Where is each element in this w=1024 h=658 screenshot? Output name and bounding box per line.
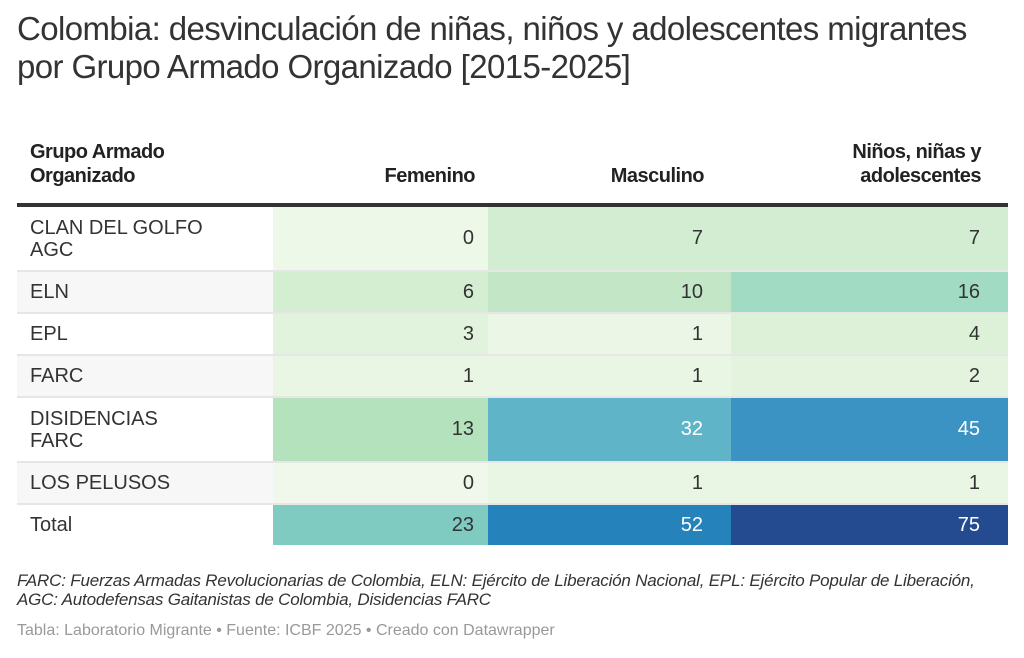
table-cell: 52 [488,505,731,545]
table-cell: 6 [273,272,488,312]
table-row: DISIDENCIAS FARC 13 32 45 [17,398,1008,463]
table-cell: 16 [731,272,1008,312]
header-grupo[interactable]: Grupo Armado Organizado [30,141,165,187]
table-body: CLAN DEL GOLFO AGC 0 7 7 ELN 6 10 16 EPL 3 1 4 FARC 1… [17,207,1008,545]
chart-title: Colombia: desvinculación de niñas, niños… [17,10,967,85]
table-cell: 1 [488,356,731,396]
data-table: Grupo Armado Organizado Femenino Masculi… [17,132,1008,545]
table-cell: 7 [731,207,1008,270]
table-cell: 1 [488,314,731,354]
table-row: CLAN DEL GOLFO AGC 0 7 7 [17,207,1008,272]
row-label: LOS PELUSOS [17,463,273,503]
table-row: ELN 6 10 16 [17,272,1008,314]
row-label: CLAN DEL GOLFO AGC [30,216,203,261]
table-cell: 3 [273,314,488,354]
table-cell: 13 [273,398,488,461]
table-cell: 75 [731,505,1008,545]
row-label: EPL [30,323,68,345]
table-cell: 23 [273,505,488,545]
table-cell: 32 [488,398,731,461]
table-header: Grupo Armado Organizado Femenino Masculi… [17,132,1008,207]
row-label: Total [30,514,73,536]
table-row: FARC 1 1 2 [17,356,1008,398]
table-cell: 4 [731,314,1008,354]
notes: FARC: Fuerzas Armadas Revolucionarias de… [17,571,975,609]
table-cell: 45 [731,398,1008,461]
header-nna[interactable]: Niños, niñas y adolescentes [852,141,981,187]
header-femenino[interactable]: Femenino [384,165,476,187]
table-cell: 1 [273,356,488,396]
table-cell: 10 [488,272,731,312]
header-masculino[interactable]: Masculino [610,165,705,187]
table-cell: 1 [488,463,731,503]
table-cell: 0 [273,207,488,270]
byline: Tabla: Laboratorio Migrante • Fuente: IC… [17,622,555,639]
table-row: Total 23 52 75 [17,505,1008,545]
table-cell: 2 [731,356,1008,396]
table-cell: 7 [488,207,731,270]
row-label: DISIDENCIAS FARC [30,407,158,452]
row-label: ELN [17,272,273,312]
row-label: FARC [17,356,273,396]
table-cell: 1 [731,463,1008,503]
table-row: EPL 3 1 4 [17,314,1008,356]
table-cell: 0 [273,463,488,503]
table-row: LOS PELUSOS 0 1 1 [17,463,1008,505]
